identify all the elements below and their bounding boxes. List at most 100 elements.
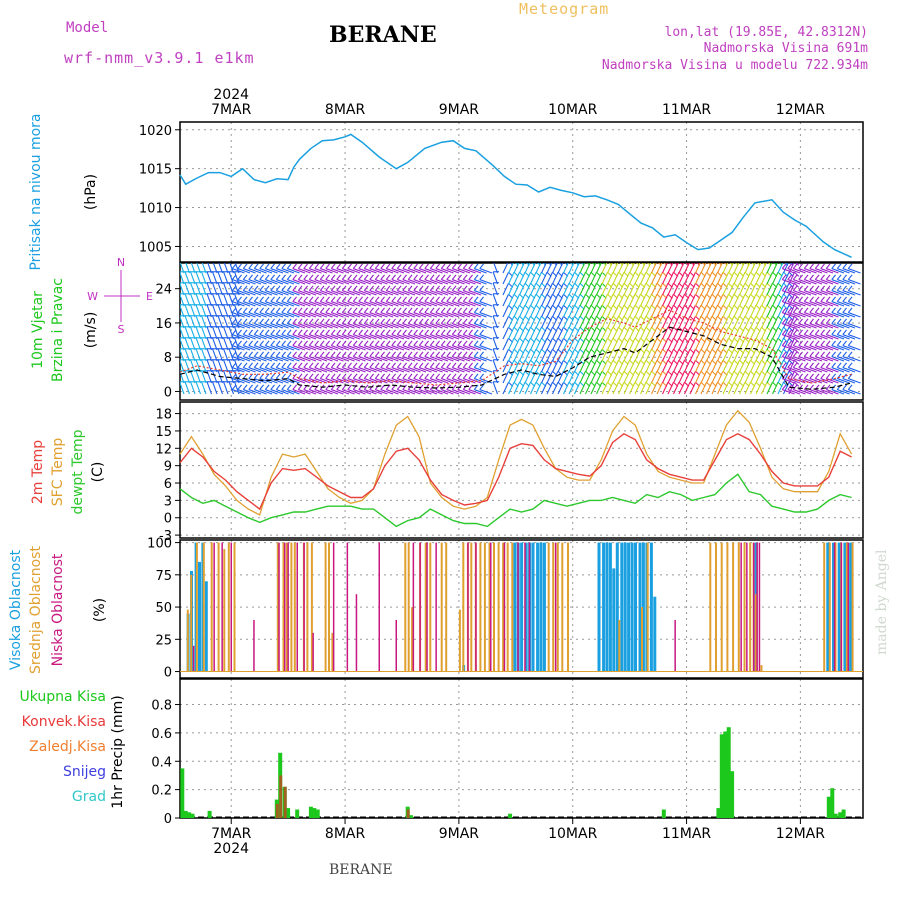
- wind-barb-flag: [809, 285, 814, 291]
- wind-barb: [772, 326, 779, 340]
- wind-barb: [826, 279, 839, 285]
- wind-barb: [320, 279, 333, 285]
- elevation-label: Nadmorska Visina 691m: [703, 41, 868, 56]
- wind-barb: [254, 301, 267, 307]
- wind-barb: [651, 337, 658, 351]
- wind-barb-flag: [325, 318, 330, 324]
- wind-barb-flag: [446, 274, 451, 280]
- wind-barb: [364, 356, 377, 362]
- wind-barb: [563, 282, 570, 296]
- wind-barb: [228, 381, 235, 395]
- wind-barb: [590, 263, 597, 274]
- wind-barb: [826, 312, 839, 318]
- wind-barb: [232, 323, 245, 329]
- wind-barb: [645, 282, 652, 296]
- wind-barb: [755, 370, 762, 384]
- wind-barb: [585, 381, 592, 395]
- wind-barb-flag: [468, 285, 473, 291]
- wind-barb: [717, 271, 724, 285]
- wind-barb: [463, 268, 476, 274]
- wind-barb: [629, 263, 635, 274]
- wind-barb: [640, 370, 647, 384]
- wind-barb: [237, 334, 251, 340]
- wind-barb-flag: [831, 274, 836, 280]
- y-tick-label: 18: [155, 408, 172, 423]
- wind-barb-flag: [297, 285, 303, 291]
- wind-barb: [804, 334, 817, 340]
- wind-barb: [678, 263, 685, 274]
- wind-barb: [612, 337, 619, 351]
- wind-barb: [254, 323, 267, 329]
- mid-cloud-bar: [479, 542, 482, 672]
- wind-barb: [524, 381, 531, 395]
- wind-barb: [446, 356, 460, 362]
- wind-barb: [419, 345, 432, 351]
- wind-barb-flag: [451, 285, 457, 291]
- wind-barb: [292, 290, 306, 296]
- wind-barb-flag: [341, 384, 347, 390]
- low-cloud-bar: [296, 542, 298, 672]
- wind-barb: [837, 290, 850, 296]
- wind-barb: [684, 326, 691, 340]
- wind-barb-flag: [347, 263, 352, 269]
- wind-barb: [541, 348, 548, 362]
- wind-barb: [519, 326, 526, 340]
- mid-cloud-bar: [834, 542, 837, 672]
- wind-barb: [364, 323, 377, 329]
- wind-barb: [711, 282, 718, 296]
- wind-barb: [237, 312, 251, 318]
- wind-barb-flag: [303, 318, 308, 324]
- wind-barb: [733, 304, 740, 318]
- low-cloud-bar: [278, 542, 280, 672]
- wind-barb: [342, 290, 355, 296]
- wind-barb: [276, 279, 289, 285]
- wind-barb: [684, 315, 691, 329]
- wind-barb: [634, 271, 641, 285]
- mid-cloud-bar: [324, 542, 327, 672]
- wind-barb-flag: [831, 329, 836, 335]
- wind-barb: [728, 370, 735, 384]
- wind-barb-flag: [253, 318, 259, 324]
- wind-barb: [369, 279, 383, 285]
- wind-barb: [612, 359, 619, 373]
- wind-barb: [228, 293, 235, 307]
- wind-barb: [212, 348, 218, 362]
- wind-barb: [331, 290, 344, 296]
- wind-barb: [804, 290, 817, 296]
- wind-barb: [217, 381, 224, 395]
- wind-barb-flag: [451, 384, 457, 390]
- wind-barb-flag: [413, 362, 418, 368]
- mid-cloud-bar: [210, 542, 213, 672]
- wind-barb: [728, 359, 735, 373]
- wind-barb-flag: [814, 274, 820, 280]
- wind-barb: [201, 282, 207, 296]
- wind-barb-flag: [374, 351, 380, 357]
- high-cloud-bar: [602, 542, 606, 672]
- wind-barb-flag: [435, 362, 440, 368]
- wind-barb: [662, 263, 668, 274]
- wind-barb: [364, 279, 377, 285]
- wind-barb-flag: [303, 285, 308, 291]
- wind-barb: [651, 326, 658, 340]
- wind-barb: [190, 263, 196, 274]
- wind-barb: [706, 381, 713, 395]
- wind-barb: [667, 337, 674, 351]
- wind-barb: [585, 293, 592, 307]
- wind-barb: [380, 356, 394, 362]
- wind-barb: [342, 268, 355, 274]
- wind-barb: [579, 293, 586, 307]
- wind-barb-flag: [380, 318, 385, 324]
- wind-barb-flag: [391, 340, 396, 346]
- wind-barb-flag: [281, 329, 286, 335]
- wind-barb: [557, 381, 564, 395]
- wind-barb: [684, 337, 691, 351]
- high-cloud-bar: [620, 542, 624, 672]
- wind-barb-flag: [446, 373, 451, 379]
- wind-barb-flag: [380, 351, 385, 357]
- wind-barb: [206, 326, 213, 340]
- wind-barb: [270, 301, 284, 307]
- wind-barb: [766, 348, 773, 362]
- wind-barb: [347, 367, 361, 373]
- wind-barb: [744, 370, 751, 384]
- top-day-label: 10MAR: [548, 102, 597, 118]
